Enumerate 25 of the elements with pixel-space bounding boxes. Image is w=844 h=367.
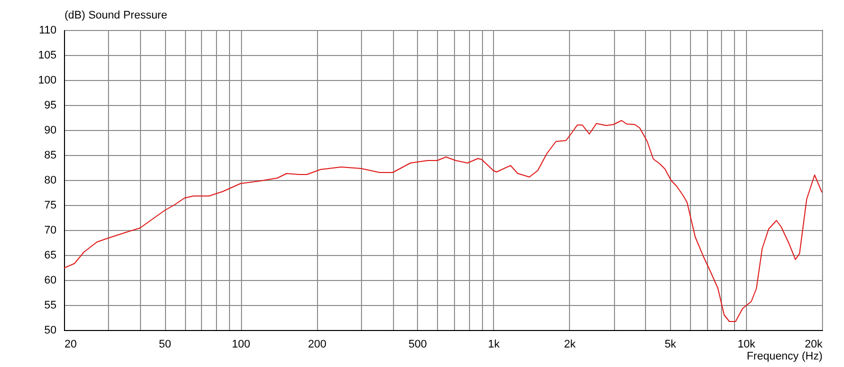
x-tick-label: 10k	[738, 338, 756, 350]
x-axis-title: Frequency (Hz)	[746, 350, 822, 362]
x-tick-label: 20	[64, 338, 77, 350]
y-tick-label: 80	[44, 174, 56, 186]
x-tick-label: 2k	[564, 338, 576, 350]
y-tick-label: 95	[44, 100, 56, 112]
y-tick-label: 50	[44, 324, 56, 336]
x-tick-label: 1k	[488, 338, 500, 350]
y-tick-label: 85	[44, 150, 56, 162]
y-tick-label: 60	[44, 274, 56, 286]
x-tick-label: 50	[158, 338, 172, 350]
x-tick-label: 500	[408, 338, 427, 350]
y-tick-label: 105	[38, 50, 56, 62]
y-tick-label: 75	[44, 200, 56, 212]
x-tick-label: 100	[232, 338, 250, 350]
x-tick-label: 20k	[804, 338, 823, 350]
y-axis-title: (dB) Sound Pressure	[64, 10, 168, 22]
y-tick-label: 55	[44, 300, 56, 312]
y-tick-label: 70	[44, 224, 56, 236]
y-tick-label: 90	[44, 124, 56, 136]
x-tick-label: 200	[308, 338, 326, 350]
y-tick-label: 65	[44, 250, 56, 262]
x-tick-label: 5k	[664, 338, 677, 350]
y-tick-label: 100	[38, 74, 56, 86]
y-tick-label: 110	[38, 24, 56, 36]
